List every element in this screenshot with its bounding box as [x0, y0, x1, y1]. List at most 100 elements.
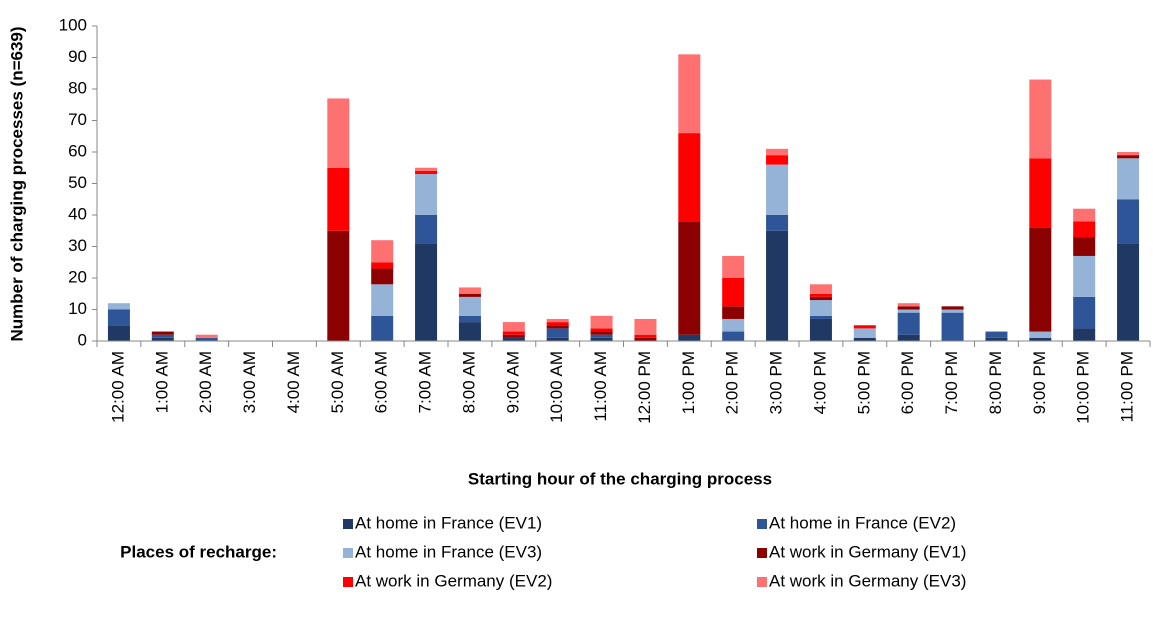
x-tick-label: 9:00 PM [1030, 351, 1049, 414]
legend-label: At work in Germany (EV1) [769, 542, 966, 561]
x-tick-label: 11:00 PM [1118, 351, 1137, 423]
bar-segment [809, 293, 832, 297]
bar-segment [195, 337, 218, 341]
x-tick-label: 6:00 PM [898, 351, 917, 414]
bar-segment [722, 255, 745, 278]
y-tick-label: 10 [68, 299, 87, 318]
bar-segment [897, 312, 920, 335]
legend-swatch [757, 577, 767, 587]
bar-segment [371, 315, 394, 341]
bar-segment [766, 155, 789, 165]
bar-segment [371, 262, 394, 269]
y-tick-label: 40 [68, 204, 87, 223]
bar-segment [1029, 79, 1052, 159]
bar-segment [327, 167, 350, 231]
bar-segment [107, 303, 130, 310]
bar-segment [1073, 328, 1096, 341]
bar-segment [546, 328, 569, 338]
x-tick-label: 3:00 AM [240, 351, 259, 413]
bar-segment [151, 334, 174, 338]
legend-swatch [343, 519, 353, 529]
bar-segment [1029, 227, 1052, 332]
bar-segment [1073, 296, 1096, 329]
bar-segment [502, 322, 525, 332]
bar-segment [941, 309, 964, 313]
bar-segment [853, 337, 876, 341]
x-tick-label: 4:00 PM [810, 351, 829, 414]
x-tick-label: 8:00 AM [459, 351, 478, 413]
bar-segment [634, 334, 657, 338]
y-tick-label: 0 [78, 330, 87, 349]
bar-segment [1117, 158, 1140, 200]
x-axis-title: Starting hour of the charging process [468, 469, 772, 488]
bar-segment [327, 98, 350, 168]
legend-label: At home in France (EV3) [355, 542, 542, 561]
bar-segment [195, 334, 218, 338]
bar-segment [590, 337, 613, 341]
bar-segment [415, 243, 438, 341]
bar-segment [107, 325, 130, 341]
bar-segment [1029, 337, 1052, 341]
bar-segment [985, 331, 1008, 338]
y-tick-label: 90 [68, 47, 87, 66]
bar-segment [590, 315, 613, 329]
bar-segment [415, 167, 438, 171]
x-tick-label: 11:00 AM [591, 351, 610, 422]
bar-segment [1029, 158, 1052, 228]
x-tick-label: 10:00 AM [547, 351, 566, 423]
bar-segment [415, 215, 438, 244]
bar-segment [590, 334, 613, 338]
bar-segment [766, 148, 789, 156]
x-tick-label: 3:00 PM [767, 351, 786, 414]
bar-segment [590, 328, 613, 332]
x-tick-label: 10:00 PM [1074, 351, 1093, 424]
y-tick-label: 60 [68, 141, 87, 160]
bar-segment [853, 328, 876, 338]
bar-segment [151, 331, 174, 335]
legend-label: At work in Germany (EV3) [769, 571, 966, 590]
y-tick-label: 50 [68, 173, 87, 192]
y-axis-title: Number of charging processes (n=639) [7, 26, 26, 341]
bar-segment [766, 164, 789, 215]
bar-segment [722, 318, 745, 332]
bar-segment [1073, 208, 1096, 222]
x-tick-label: 7:00 AM [416, 351, 435, 413]
bar-segment [371, 240, 394, 263]
bar-segment [415, 170, 438, 175]
bar-segment [546, 318, 569, 323]
bar-segment [502, 331, 525, 335]
bar-segment [897, 306, 920, 310]
bar-segment [1117, 155, 1140, 159]
bar-segment [809, 284, 832, 294]
bar-segment [1117, 152, 1140, 156]
bar-segment [371, 284, 394, 316]
bar-segment [809, 300, 832, 316]
bar-segment [546, 322, 569, 326]
bar-segment [678, 221, 701, 335]
bar-segment [1073, 255, 1096, 297]
bar-segment [722, 306, 745, 319]
y-tick-label: 30 [68, 236, 87, 255]
legend-label: At work in Germany (EV2) [355, 571, 552, 590]
x-tick-label: 12:00 AM [108, 351, 127, 423]
bar-segment [502, 337, 525, 341]
legend-label: At home in France (EV2) [769, 513, 956, 532]
y-tick-label: 70 [68, 110, 87, 129]
x-tick-label: 8:00 PM [986, 351, 1005, 414]
x-tick-label: 2:00 AM [196, 351, 215, 413]
bar-segment [985, 337, 1008, 341]
x-tick-label: 5:00 AM [328, 351, 347, 413]
x-tick-label: 1:00 AM [152, 351, 171, 413]
bar-segment [897, 334, 920, 341]
bar-segment [1073, 221, 1096, 238]
bar-segment [941, 306, 964, 310]
bar-segment [766, 215, 789, 231]
bar-segment [809, 318, 832, 341]
bar-segment [1117, 243, 1140, 341]
y-tick-label: 100 [59, 15, 87, 34]
bar-segment [1073, 237, 1096, 256]
bar-segment [809, 315, 832, 319]
bar-segment [1029, 331, 1052, 338]
bar-segment [853, 325, 876, 329]
legend-swatch [343, 577, 353, 587]
